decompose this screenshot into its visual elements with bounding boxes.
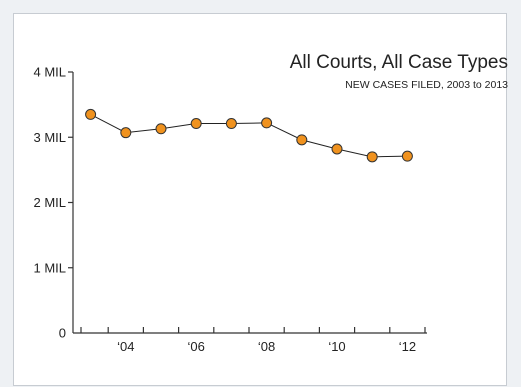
y-tick-label: 0 xyxy=(59,326,66,341)
data-point xyxy=(261,117,273,129)
x-tick-label: ‘10 xyxy=(328,339,345,354)
y-tick-label: 1 MIL xyxy=(33,260,66,275)
x-tick-label: ‘04 xyxy=(117,339,134,354)
chart-subtitle: NEW CASES FILED, 2003 to 2013 xyxy=(345,79,508,91)
y-tick-label: 2 MIL xyxy=(33,195,66,210)
data-point xyxy=(190,118,202,130)
series-group xyxy=(85,108,413,163)
x-tick-label: ‘06 xyxy=(188,339,205,354)
y-tick-label: 3 MIL xyxy=(33,130,66,145)
data-point xyxy=(331,143,343,155)
chart-frame xyxy=(13,13,507,386)
series-line xyxy=(90,113,408,158)
data-point xyxy=(296,134,308,146)
x-axis-ticks: ‘04 ‘06 ‘08 ‘10 ‘12 xyxy=(80,327,426,354)
x-tick-label: ‘08 xyxy=(258,339,275,354)
data-point xyxy=(225,118,237,130)
data-point xyxy=(401,150,413,162)
y-tick-label: 4 MIL xyxy=(33,65,66,80)
data-point xyxy=(366,151,378,163)
data-point xyxy=(120,127,132,139)
x-tick-label: ‘12 xyxy=(399,339,416,354)
chart-title: All Courts, All Case Types xyxy=(290,52,508,73)
y-axis-ticks: 0 1 MIL 2 MIL 3 MIL 4 MIL xyxy=(33,65,73,341)
data-point xyxy=(155,123,167,135)
data-point xyxy=(85,108,97,120)
